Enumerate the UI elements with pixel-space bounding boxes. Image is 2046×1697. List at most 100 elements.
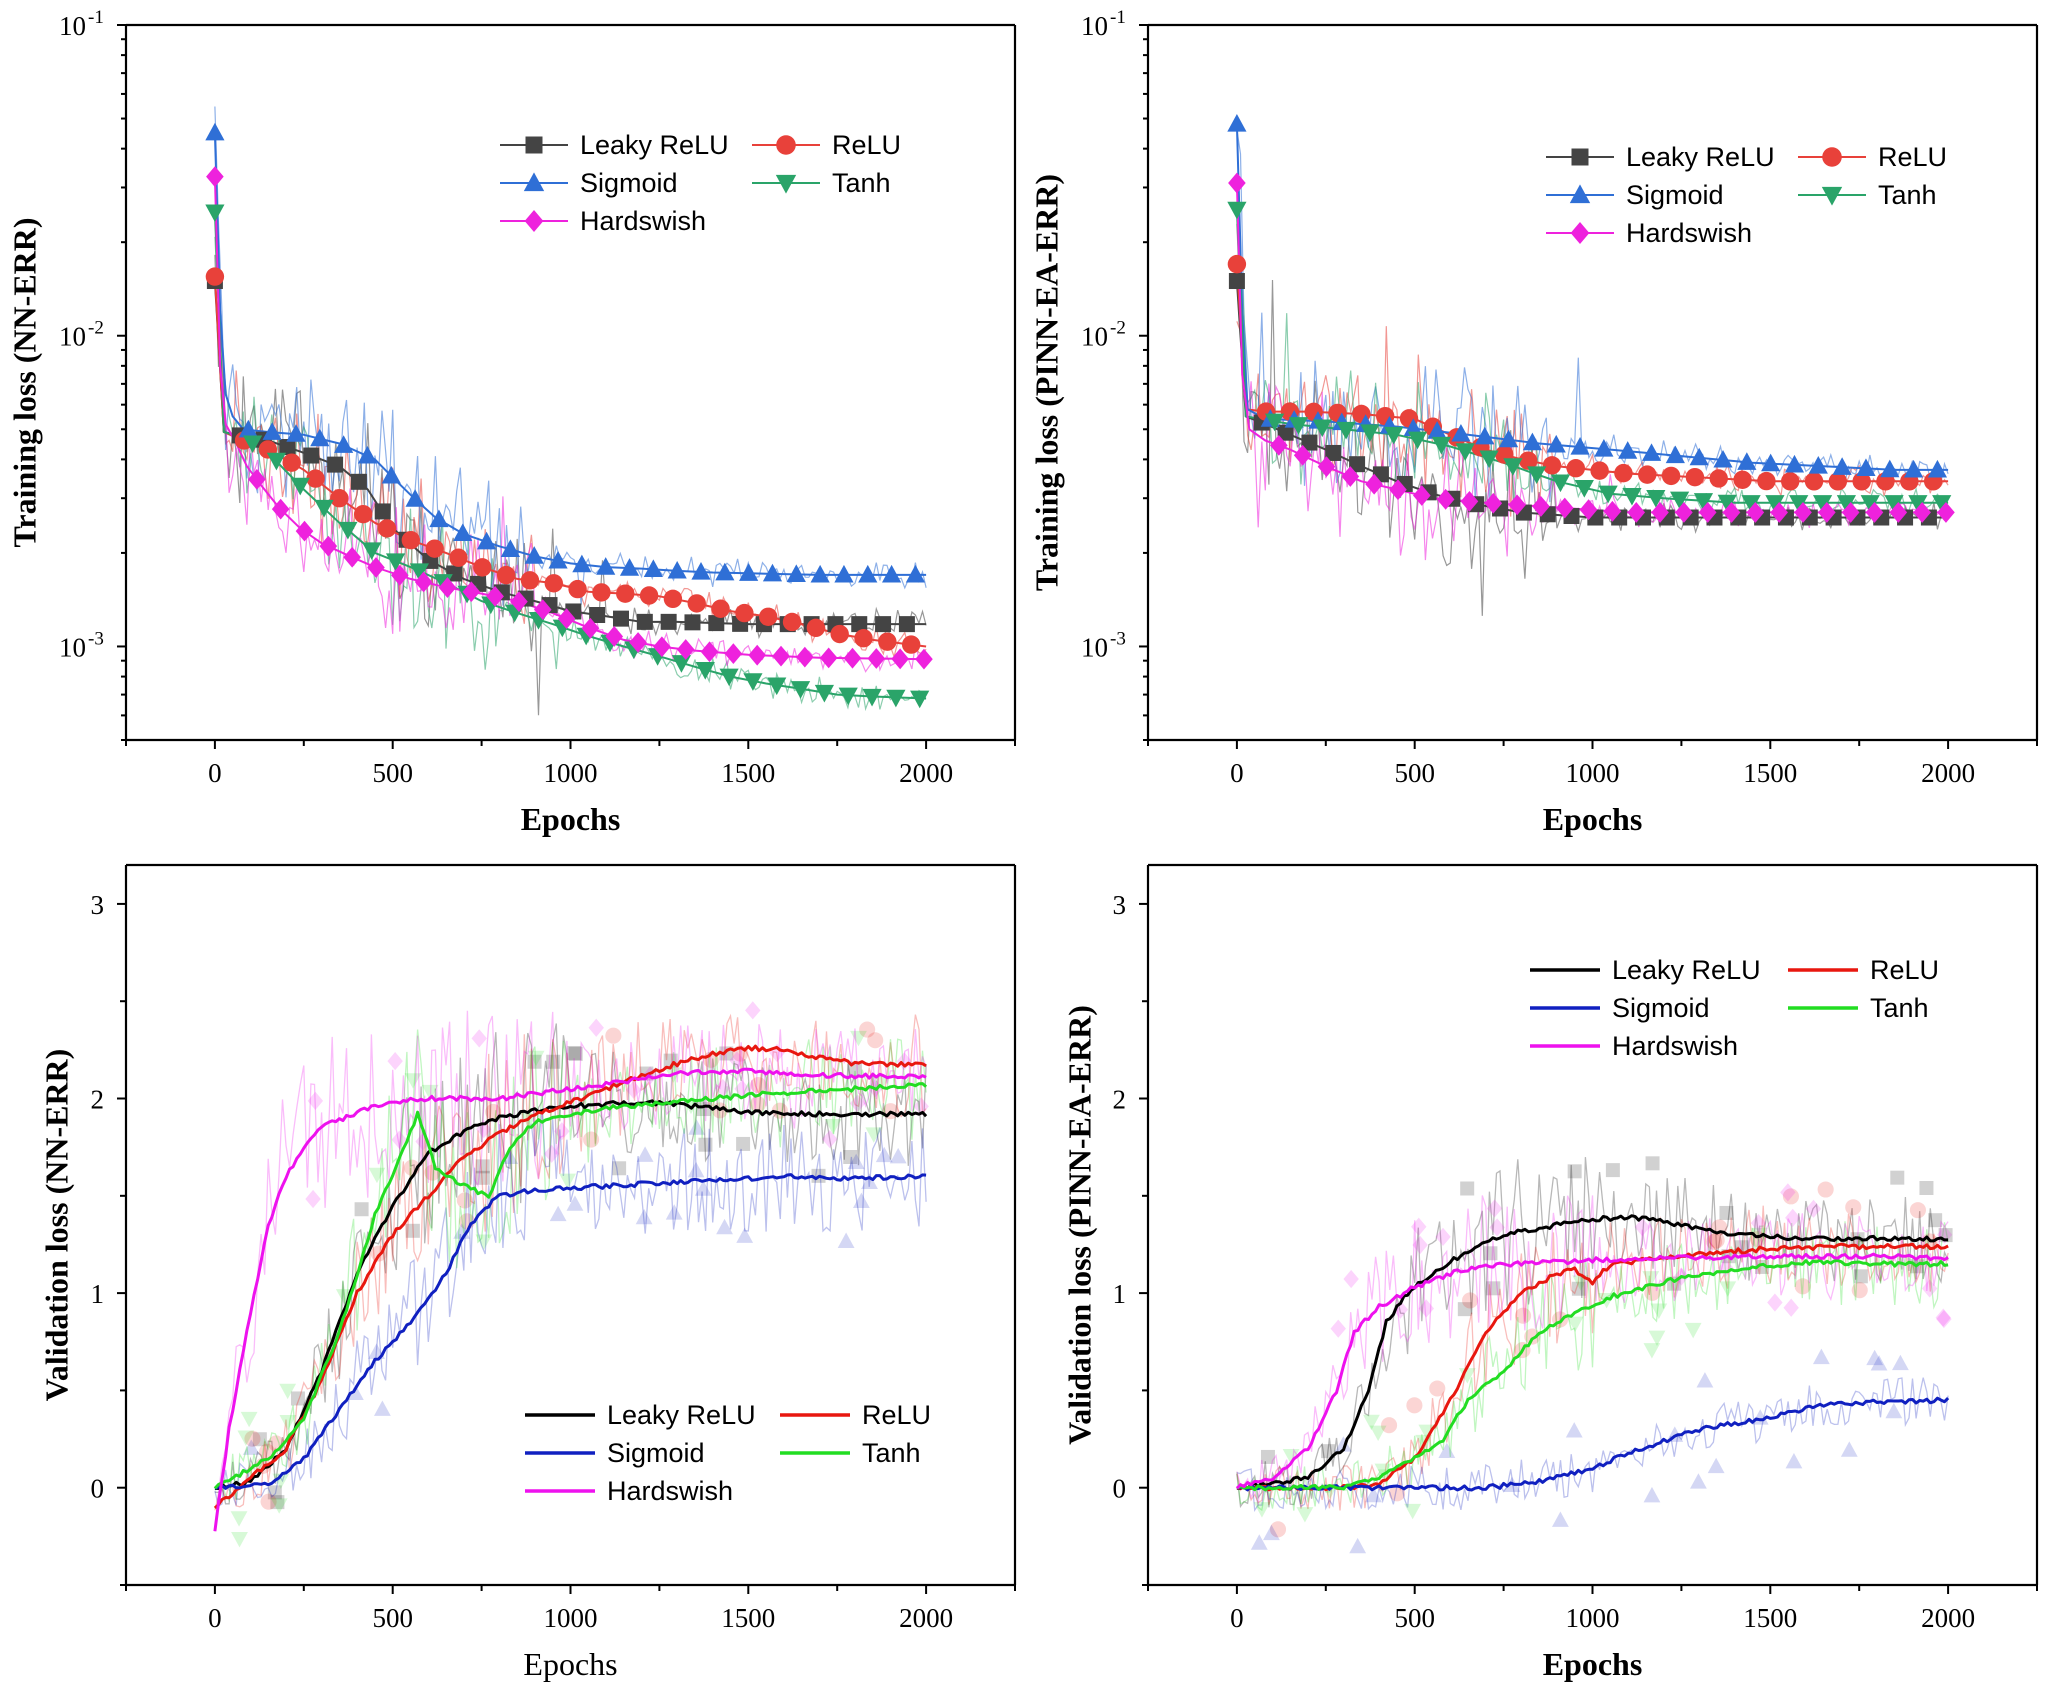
point-tanh <box>385 553 406 571</box>
faint-marker <box>865 1127 883 1143</box>
faint-marker <box>1645 1156 1660 1171</box>
faint-marker <box>698 1137 713 1152</box>
point-sigmoid <box>739 563 759 581</box>
y-tick-label: 10 <box>59 632 86 662</box>
faint-marker <box>1643 1343 1661 1359</box>
point-sigmoid <box>1904 459 1924 478</box>
faint-marker <box>1936 1309 1952 1329</box>
faint-marker <box>850 1030 867 1047</box>
point-tanh <box>886 689 906 708</box>
x-tick-label: 1000 <box>1566 1603 1620 1633</box>
faint-marker <box>1330 1319 1346 1338</box>
faint-marker <box>1935 1308 1951 1327</box>
faint-marker <box>405 1223 420 1238</box>
faint-marker <box>694 1180 712 1196</box>
point-hardswish <box>206 166 224 188</box>
point-tanh <box>1455 443 1475 461</box>
faint-marker <box>1708 1232 1725 1249</box>
point-sigmoid <box>691 561 711 580</box>
point-leaky-relu <box>898 616 915 633</box>
point-tanh <box>1336 421 1356 440</box>
legend-marker-sigmoid <box>1569 184 1591 204</box>
point-relu <box>782 612 802 632</box>
point-hardswish <box>1865 502 1884 523</box>
point-hardswish <box>1675 502 1693 523</box>
point-tanh <box>910 690 930 709</box>
series-line-hardswish <box>213 176 927 661</box>
faint-marker <box>729 1051 745 1070</box>
point-tanh <box>242 435 263 454</box>
legend-label-relu: ReLU <box>832 130 901 160</box>
point-sigmoid <box>238 419 258 438</box>
faint-marker <box>1404 1503 1422 1520</box>
legend-marker-tanh <box>775 174 797 194</box>
point-relu <box>1518 451 1538 470</box>
point-sigmoid <box>1427 421 1447 439</box>
point-sigmoid <box>715 562 735 581</box>
faint-marker <box>240 1411 258 1428</box>
faint-marker <box>279 1415 297 1431</box>
point-tanh <box>1479 450 1499 469</box>
noise-sigmoid <box>1236 1377 1949 1512</box>
x-tick-label: 500 <box>372 1603 413 1633</box>
point-leaky-relu <box>660 613 677 630</box>
legend: Leaky ReLU ReLU Sigmoid Tanh Hardswish <box>500 130 901 236</box>
panel-c: 0 500 1000 1500 2000 0 1 2 3 Epochs Validation los… <box>38 863 1017 1682</box>
y-axis-title: Training loss (NN-ERR) <box>6 217 42 547</box>
faint-marker <box>1406 1397 1423 1414</box>
point-relu <box>425 539 444 558</box>
faint-marker <box>1719 1205 1734 1220</box>
point-hardswish <box>772 645 790 667</box>
point-hardswish <box>796 646 814 668</box>
point-hardswish <box>867 648 886 669</box>
legend-marker-tanh <box>1821 186 1843 206</box>
point-hardswish <box>843 647 862 669</box>
point-tanh <box>671 655 692 673</box>
faint-marker <box>769 1043 785 1063</box>
y-tick-exponent: -3 <box>88 628 104 649</box>
faint-marker <box>1890 1170 1905 1185</box>
faint-marker <box>456 1192 473 1209</box>
point-relu <box>830 624 849 644</box>
faint-marker <box>1794 1278 1811 1295</box>
point-sigmoid <box>334 435 354 453</box>
point-relu <box>663 589 683 609</box>
point-leaky-relu <box>612 610 629 627</box>
point-tanh <box>1622 487 1642 506</box>
faint-marker <box>270 1498 288 1514</box>
point-sigmoid <box>1761 453 1781 472</box>
point-leaky-relu <box>1325 444 1342 461</box>
x-axis-title: Epochs <box>1543 801 1643 837</box>
faint-marker <box>875 1146 893 1163</box>
faint-marker <box>1381 1417 1398 1434</box>
point-sigmoid <box>1570 436 1590 455</box>
point-tanh <box>338 521 358 540</box>
point-relu <box>1566 458 1585 478</box>
point-sigmoid <box>572 554 592 573</box>
faint-marker <box>485 1103 502 1121</box>
legend: Leaky ReLU ReLU Sigmoid Tanh Hardswish <box>1530 955 1939 1061</box>
point-hardswish <box>438 577 457 598</box>
faint-marker <box>1571 1281 1586 1296</box>
point-relu <box>1638 465 1657 484</box>
point-tanh <box>743 673 763 691</box>
faint-marker <box>861 1173 878 1189</box>
faint-marker <box>688 1119 706 1135</box>
point-sigmoid <box>205 122 225 141</box>
point-hardswish <box>486 585 504 607</box>
point-leaky-relu <box>589 607 606 624</box>
x-tick-label: 0 <box>208 1603 222 1633</box>
point-hardswish <box>819 647 838 669</box>
faint-marker <box>1605 1163 1620 1178</box>
point-hardswish <box>1293 444 1312 466</box>
faint-marker <box>1643 1486 1661 1503</box>
legend-label-tanh: Tanh <box>832 168 891 198</box>
x-tick-label: 2000 <box>1921 758 1975 788</box>
point-hardswish <box>1579 499 1598 521</box>
faint-marker <box>475 1234 493 1250</box>
point-tanh <box>1407 431 1428 450</box>
faint-marker <box>1489 1218 1505 1237</box>
faint-marker <box>1429 1380 1446 1397</box>
